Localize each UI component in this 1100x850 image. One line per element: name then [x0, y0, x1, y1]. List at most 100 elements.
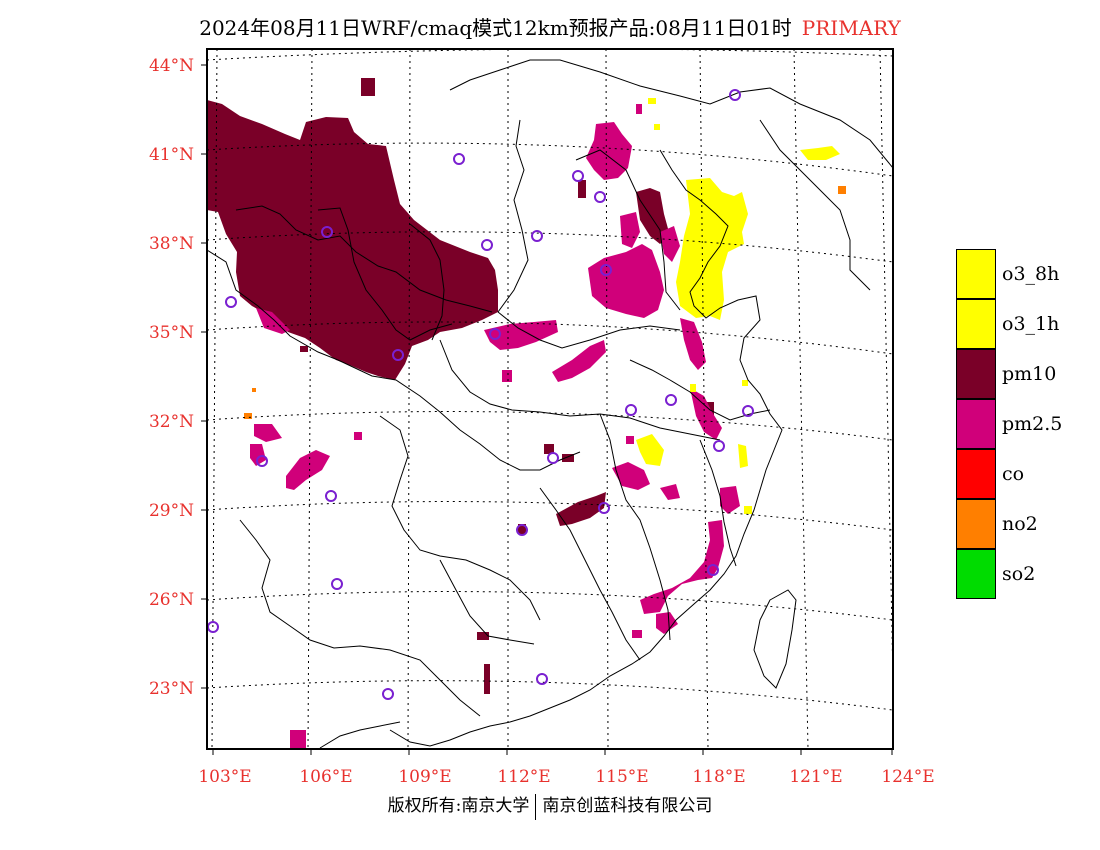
pm25-patch: [632, 630, 642, 638]
legend-label: pm10: [1002, 363, 1057, 385]
copyright-line: 版权所有:南京大学 南京创蓝科技有限公司: [0, 791, 1100, 820]
lat-labels: 44°N 41°N 38°N 35°N 32°N 29°N 26°N 23°N: [149, 56, 194, 699]
legend-item-so2: so2: [956, 549, 1096, 599]
pm25-patch: [660, 226, 680, 262]
legend-swatch: [956, 449, 996, 499]
legend-item-o3-1h: o3_1h: [956, 299, 1096, 349]
pm10-patch: [544, 444, 554, 454]
lon-label: 106°E: [299, 767, 352, 787]
pm10-regions: [207, 78, 714, 694]
copyright-owner: 版权所有:南京大学: [387, 796, 530, 816]
legend-swatch: [956, 249, 996, 299]
pm10-patch: [562, 454, 574, 462]
pm25-patch: [656, 612, 678, 634]
pollution-map: 44°N 41°N 38°N 35°N 32°N 29°N 26°N 23°N …: [149, 48, 935, 787]
legend-label: o3_1h: [1002, 313, 1060, 335]
o3-patch: [636, 434, 664, 466]
legend-label: so2: [1002, 563, 1036, 585]
legend: o3_8h o3_1h pm10 pm2.5 co no2 so2: [956, 249, 1096, 599]
lat-label: 23°N: [149, 679, 194, 699]
o3-northeast-patch: [800, 146, 840, 160]
legend-swatch: [956, 349, 996, 399]
lat-label: 41°N: [149, 145, 194, 165]
pm25-patch: [290, 730, 306, 749]
pm25-patch: [720, 486, 740, 514]
legend-swatch: [956, 299, 996, 349]
o3-patch: [648, 98, 656, 104]
legend-label: no2: [1002, 513, 1038, 535]
coastline: [319, 149, 797, 749]
lat-label: 38°N: [149, 234, 194, 254]
o3-patch: [744, 506, 752, 514]
pm25-patch: [250, 444, 266, 466]
lat-label: 44°N: [149, 56, 194, 76]
monitoring-stations: [207, 89, 754, 700]
lon-label: 124°E: [881, 767, 934, 787]
legend-label: pm2.5: [1002, 413, 1063, 435]
legend-swatch: [956, 399, 996, 449]
pm25-chongqing: [286, 450, 330, 490]
legend-swatch: [956, 549, 996, 599]
legend-label: co: [1002, 463, 1025, 485]
pm10-patch: [484, 664, 490, 694]
lon-label: 109°E: [398, 767, 451, 787]
legend-item-pm10: pm10: [956, 349, 1096, 399]
map-title: 2024年08月11日WRF/cmaq模式12km预报产品:08月11日01时 P…: [0, 12, 1100, 41]
lon-label: 112°E: [497, 767, 550, 787]
lon-label: 115°E: [595, 767, 648, 787]
o3-patch: [690, 384, 696, 392]
o3-patch: [738, 444, 748, 468]
pm25-hebei-shandong: [588, 244, 664, 318]
pm25-patch: [626, 436, 634, 444]
copyright-separator: [535, 793, 537, 820]
lat-label: 35°N: [149, 323, 194, 343]
pm25-patch: [502, 370, 512, 382]
legend-label: o3_8h: [1002, 263, 1060, 285]
legend-item-o3-8h: o3_8h: [956, 249, 1096, 299]
pm25-fujian-coast: [640, 520, 724, 614]
pm25-sichuan-west: [254, 424, 282, 442]
map-frame: [206, 48, 894, 750]
lat-label: 32°N: [149, 412, 194, 432]
pm25-anhui: [690, 388, 722, 440]
pm10-patch: [300, 346, 308, 352]
legend-swatch: [956, 499, 996, 549]
pm25-henan: [484, 320, 558, 350]
pm10-patch: [477, 632, 489, 640]
lon-labels: 103°E 106°E 109°E 112°E 115°E 118°E 121°…: [198, 767, 934, 787]
lon-label: 118°E: [692, 767, 745, 787]
pm25-patch: [552, 340, 606, 382]
pm10-northwest-region: [207, 100, 498, 380]
pm25-patch: [620, 212, 640, 248]
legend-item-co: co: [956, 449, 1096, 499]
pm25-jiangsu: [680, 318, 706, 370]
pm25-patch: [612, 462, 650, 490]
lat-label: 26°N: [149, 590, 194, 610]
pm10-patch: [556, 492, 606, 526]
o3-coastal-region: [676, 178, 748, 320]
pm25-patch: [636, 104, 642, 114]
pm10-patch: [578, 180, 586, 198]
no2-patch: [838, 186, 846, 194]
pm25-patch: [660, 484, 680, 500]
no2-patch: [252, 388, 256, 392]
lon-label: 121°E: [789, 767, 842, 787]
lat-label: 29°N: [149, 501, 194, 521]
pm10-patch: [518, 524, 526, 534]
lon-axis: [212, 749, 893, 755]
o3-patch: [742, 380, 748, 386]
copyright-company: 南京创蓝科技有限公司: [542, 796, 713, 816]
lon-label: 103°E: [198, 767, 251, 787]
o3-patch: [654, 124, 660, 130]
lat-axis: [201, 64, 207, 689]
pm25-patch: [354, 432, 362, 440]
no2-regions: [244, 186, 846, 419]
legend-item-pm25: pm2.5: [956, 399, 1096, 449]
title-text: 2024年08月11日WRF/cmaq模式12km预报产品:08月11日01时: [199, 16, 792, 40]
pm25-beijing-north: [586, 122, 632, 180]
pm10-patch: [636, 188, 670, 244]
primary-tag: PRIMARY: [801, 16, 901, 40]
legend-item-no2: no2: [956, 499, 1096, 549]
no2-patch: [244, 413, 252, 419]
pm10-patch: [361, 78, 375, 96]
